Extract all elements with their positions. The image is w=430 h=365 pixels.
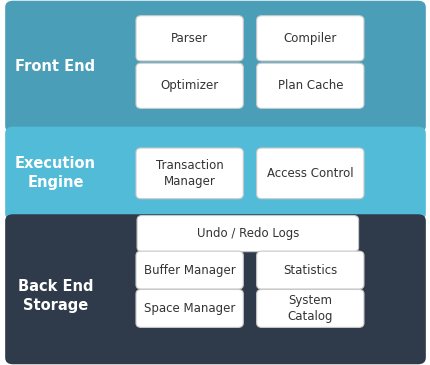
FancyBboxPatch shape (5, 214, 425, 364)
Text: System
Catalog: System Catalog (287, 294, 332, 323)
Text: Front End: Front End (15, 59, 95, 74)
Text: Space Manager: Space Manager (144, 302, 235, 315)
Text: Buffer Manager: Buffer Manager (144, 264, 235, 277)
Text: Statistics: Statistics (283, 264, 337, 277)
FancyBboxPatch shape (137, 215, 358, 252)
FancyBboxPatch shape (136, 148, 243, 199)
Text: Plan Cache: Plan Cache (277, 79, 342, 92)
Text: Execution
Engine: Execution Engine (15, 156, 96, 191)
FancyBboxPatch shape (256, 148, 363, 199)
Text: Parser: Parser (171, 32, 208, 45)
Text: Compiler: Compiler (283, 32, 336, 45)
FancyBboxPatch shape (5, 1, 425, 132)
FancyBboxPatch shape (256, 63, 363, 108)
FancyBboxPatch shape (256, 289, 363, 327)
FancyBboxPatch shape (136, 16, 243, 61)
FancyBboxPatch shape (136, 63, 243, 108)
FancyBboxPatch shape (256, 16, 363, 61)
FancyBboxPatch shape (256, 251, 363, 289)
Text: Optimizer: Optimizer (160, 79, 218, 92)
Text: Undo / Redo Logs: Undo / Redo Logs (196, 227, 298, 240)
FancyBboxPatch shape (136, 251, 243, 289)
FancyBboxPatch shape (5, 127, 425, 220)
Text: Transaction
Manager: Transaction Manager (155, 159, 223, 188)
FancyBboxPatch shape (136, 289, 243, 327)
Text: Access Control: Access Control (267, 167, 353, 180)
Text: Back End
Storage: Back End Storage (18, 279, 93, 313)
